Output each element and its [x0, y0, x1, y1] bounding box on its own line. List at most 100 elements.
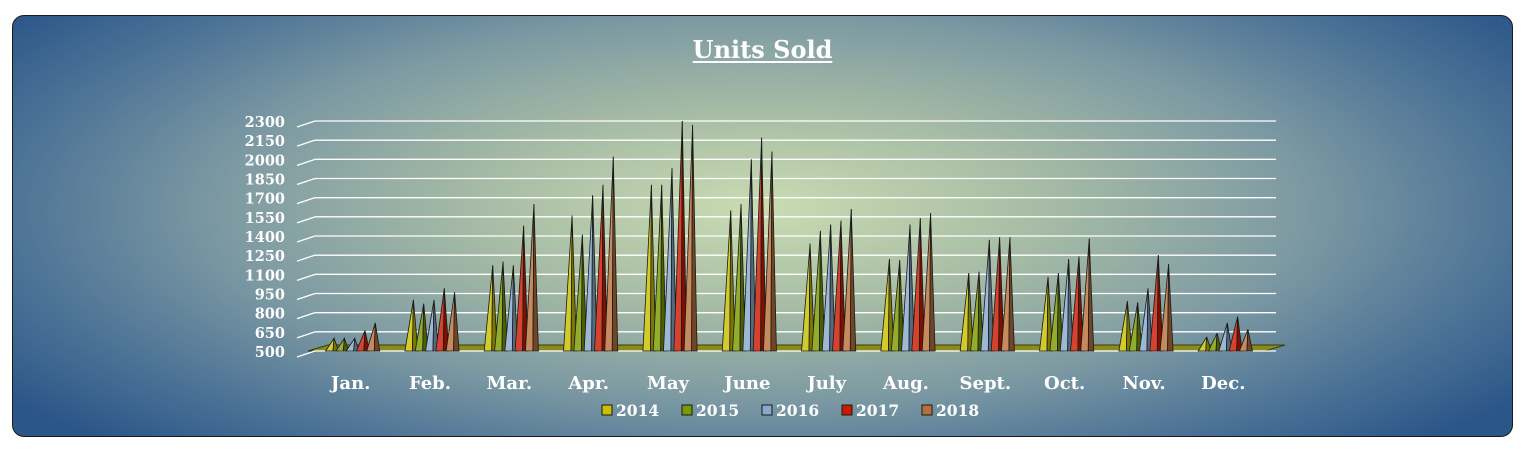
- bar-July-2018-left: [842, 209, 852, 352]
- bar-Aug.-2018-left: [921, 212, 931, 352]
- x-tick-label: Nov.: [1122, 373, 1165, 394]
- bar-May-2018-right: [691, 124, 698, 352]
- legend-label-2016: 2016: [776, 401, 819, 420]
- bar-Jan.-2018-left: [366, 322, 376, 352]
- bar-Oct.-2018-right: [1087, 238, 1095, 352]
- bar-Mar.-2018-right: [532, 204, 539, 352]
- legend-swatch-2014: [601, 404, 613, 416]
- legend-label-2018: 2018: [936, 401, 979, 420]
- x-tick-label: Apr.: [567, 373, 609, 394]
- x-tick-label: Sept.: [960, 373, 1012, 394]
- y-tick-label: 650: [255, 325, 285, 342]
- bar-June-2017-left: [752, 137, 763, 352]
- bar-Nov.-2015-left: [1128, 302, 1139, 352]
- bar-May-2016-left: [663, 168, 673, 352]
- bar-Aug.-2016-left: [901, 224, 911, 352]
- y-tick-label: 2150: [245, 133, 285, 150]
- bar-July-2016-left: [821, 224, 832, 352]
- y-tick-label: 1850: [245, 172, 285, 189]
- y-tick-label: 2000: [245, 152, 285, 169]
- bar-Oct.-2014-left: [1039, 276, 1049, 352]
- bar-June-2018-left: [763, 151, 773, 352]
- y-tick-label: 500: [255, 344, 285, 361]
- bar-Apr.-2018-right: [611, 156, 619, 352]
- x-tick-label: Jan.: [329, 373, 371, 394]
- bar-Feb.-2016-left: [425, 299, 435, 352]
- bar-Jan.-2014-left: [324, 336, 335, 352]
- bar-Nov.-2014-left: [1118, 301, 1128, 352]
- bar-June-2018-right: [770, 151, 777, 352]
- bar-Dec.-2017-left: [1228, 316, 1239, 352]
- bar-Nov.-2018-left: [1159, 264, 1169, 352]
- bar-Nov.-2017-left: [1149, 255, 1159, 352]
- bar-Oct.-2016-left: [1059, 258, 1070, 352]
- legend-label-2017: 2017: [856, 401, 899, 420]
- x-tick-label: Dec.: [1201, 373, 1245, 394]
- y-tick-label: 1550: [245, 210, 285, 227]
- y-tick-label: 1100: [245, 267, 285, 284]
- chart-svg: 500 650 800 950 1100 1250 1400 1550 1700 1850 2000…: [245, 114, 1286, 420]
- legend-label-2015: 2015: [696, 401, 739, 420]
- gridline-depth: [296, 139, 316, 147]
- bar-Aug.-2018-right: [929, 212, 936, 352]
- bar-Feb.-2017-left: [435, 288, 445, 352]
- bar-Mar.-2018-left: [525, 204, 535, 352]
- legend-swatch-2016: [761, 404, 773, 416]
- y-tick-label: 800: [255, 306, 285, 323]
- bar-July-2017-left: [832, 220, 842, 352]
- gridline-depth: [296, 254, 316, 262]
- bar-Sept.-2016-left: [980, 239, 990, 352]
- y-tick-label: 1400: [245, 229, 285, 246]
- bar-Mar.-2014-left: [483, 265, 494, 352]
- bar-Sept.-2018-right: [1008, 237, 1015, 352]
- legend-label-2014: 2014: [616, 401, 659, 420]
- y-tick-label: 1700: [245, 191, 285, 208]
- gridline-depth: [296, 292, 316, 301]
- chart-panel: Units Sold 500 650 800 950 1100 1250 1400 1550 1…: [12, 15, 1513, 437]
- y-tick-label: 2300: [245, 114, 285, 131]
- gridline-depth: [296, 273, 316, 281]
- gridline-depth: [296, 350, 316, 358]
- legend-swatch-2018: [921, 404, 933, 416]
- bar-Aug.-2017-left: [911, 218, 921, 352]
- bar-July-2014-left: [801, 243, 811, 352]
- gridline-depth: [296, 331, 316, 339]
- gridline-depth: [296, 197, 316, 205]
- bar-July-2018-right: [849, 209, 857, 352]
- x-tick-label: May: [647, 373, 690, 394]
- x-tick-label: Oct.: [1044, 373, 1085, 394]
- bar-Nov.-2016-left: [1139, 288, 1149, 352]
- gridline-depth: [296, 120, 316, 128]
- chart-title: Units Sold: [692, 35, 833, 64]
- x-tick-label: July: [805, 373, 846, 394]
- bar-Oct.-2017-left: [1070, 256, 1080, 352]
- legend-swatch-2017: [841, 404, 853, 416]
- y-tick-label: 1250: [245, 248, 285, 265]
- x-tick-label: Feb.: [409, 373, 451, 394]
- bar-Aug.-2014-left: [880, 258, 890, 352]
- bar-May-2015-left: [652, 184, 663, 352]
- bar-Dec.-2018-right: [1246, 329, 1253, 352]
- bar-Nov.-2018-right: [1167, 264, 1174, 352]
- bar-Jan.-2017-left: [355, 330, 366, 352]
- bar-Sept.-2015-left: [970, 271, 980, 352]
- bar-Jan.-2018-right: [373, 322, 381, 352]
- x-tick-label: June: [722, 373, 770, 394]
- bar-Feb.-2015-left: [414, 303, 425, 352]
- bar-July-2015-left: [811, 230, 821, 352]
- bar-Apr.-2018-left: [604, 156, 614, 352]
- bar-Dec.-2014-left: [1197, 336, 1208, 352]
- x-tick-label: Aug.: [882, 373, 929, 394]
- bar-May-2014-left: [642, 184, 652, 352]
- bar-Feb.-2018-left: [445, 292, 455, 352]
- bar-Feb.-2018-right: [453, 292, 460, 352]
- bar-Dec.-2016-left: [1218, 322, 1228, 352]
- bar-Dec.-2015-left: [1207, 332, 1218, 352]
- bar-Apr.-2016-left: [583, 195, 594, 352]
- bar-June-2014-left: [721, 210, 732, 352]
- bar-June-2015-left: [732, 204, 742, 352]
- gridline-depth: [296, 312, 316, 320]
- bar-Feb.-2014-left: [404, 299, 414, 352]
- gridline-depth: [296, 158, 316, 166]
- gridline-depth: [296, 216, 316, 224]
